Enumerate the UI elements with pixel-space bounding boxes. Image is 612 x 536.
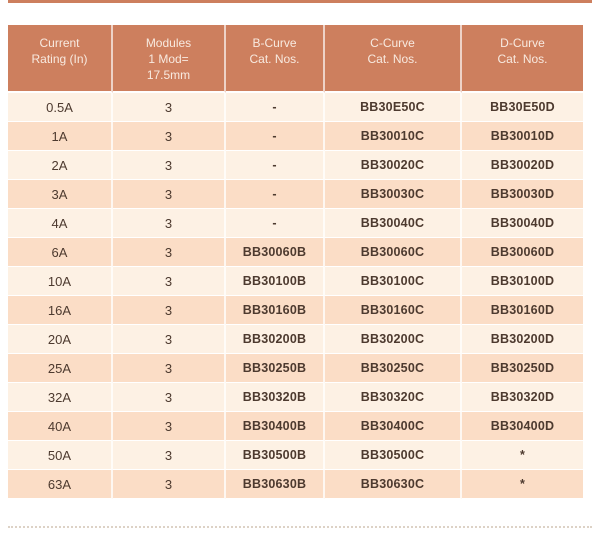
table-row: 6A 3 BB30060B BB30060C BB30060D bbox=[8, 238, 583, 268]
table-cell: 3 bbox=[113, 470, 226, 500]
table-row: 63A 3 BB30630B BB30630C * bbox=[8, 470, 583, 500]
table-cell: 63A bbox=[8, 470, 113, 500]
table-cell: BB30100B bbox=[226, 267, 325, 297]
table-cell: BB30630B bbox=[226, 470, 325, 500]
table-row: 50A 3 BB30500B BB30500C * bbox=[8, 441, 583, 471]
table-cell: BB30040C bbox=[325, 209, 462, 239]
table-cell: BB30100D bbox=[462, 267, 583, 297]
table-cell: BB30060C bbox=[325, 238, 462, 268]
table-cell: BB30400C bbox=[325, 412, 462, 442]
table-cell: BB30030D bbox=[462, 180, 583, 210]
table-cell: - bbox=[226, 93, 325, 123]
table-cell: 3A bbox=[8, 180, 113, 210]
table-cell: 3 bbox=[113, 93, 226, 123]
table-cell: BB30400D bbox=[462, 412, 583, 442]
table-row: 10A 3 BB30100B BB30100C BB30100D bbox=[8, 267, 583, 297]
table-cell: - bbox=[226, 151, 325, 181]
table-cell: 3 bbox=[113, 441, 226, 471]
table-cell: * bbox=[462, 441, 583, 471]
table-cell: BB30160D bbox=[462, 296, 583, 326]
table-cell: * bbox=[462, 470, 583, 500]
table-cell: 0.5A bbox=[8, 93, 113, 123]
table-cell: 10A bbox=[8, 267, 113, 297]
table-cell: BB30E50D bbox=[462, 93, 583, 123]
table-cell: 6A bbox=[8, 238, 113, 268]
table-cell: 32A bbox=[8, 383, 113, 413]
table-cell: BB30200C bbox=[325, 325, 462, 355]
table-cell: 3 bbox=[113, 412, 226, 442]
table-row: 2A 3- BB30020C BB30020D bbox=[8, 151, 583, 181]
table-cell: 3 bbox=[113, 383, 226, 413]
table-cell: - bbox=[226, 209, 325, 239]
table-cell: 50A bbox=[8, 441, 113, 471]
table-header: Current Rating (In) Modules 1 Mod= 17.5mm… bbox=[8, 25, 583, 94]
table-row: 32A 3 BB30320B BB30320C BB30320D bbox=[8, 383, 583, 413]
table-cell: 3 bbox=[113, 238, 226, 268]
table-cell: 3 bbox=[113, 354, 226, 384]
table-row: 25A 3 BB30250B BB30250C BB30250D bbox=[8, 354, 583, 384]
table-cell: BB30250C bbox=[325, 354, 462, 384]
column-header: B-Curve Cat. Nos. bbox=[226, 25, 325, 94]
table-cell: 3 bbox=[113, 325, 226, 355]
table-cell: 2A bbox=[8, 151, 113, 181]
table-cell: BB30160B bbox=[226, 296, 325, 326]
table-cell: 3 bbox=[113, 122, 226, 152]
table-cell: 25A bbox=[8, 354, 113, 384]
table-cell: 3 bbox=[113, 151, 226, 181]
table-cell: BB30160C bbox=[325, 296, 462, 326]
table-cell: BB30500C bbox=[325, 441, 462, 471]
table-cell: 3 bbox=[113, 267, 226, 297]
table-cell: 40A bbox=[8, 412, 113, 442]
table-cell: BB30630C bbox=[325, 470, 462, 500]
table-row: 0.5A 3- BB30E50C BB30E50D bbox=[8, 93, 583, 123]
catalog-numbers-table: Current Rating (In) Modules 1 Mod= 17.5mm… bbox=[8, 25, 583, 500]
table-row: 1A 3- BB30010C BB30010D bbox=[8, 122, 583, 152]
table-cell: BB30060D bbox=[462, 238, 583, 268]
table-cell: BB30500B bbox=[226, 441, 325, 471]
table-cell: BB30020D bbox=[462, 151, 583, 181]
table-cell: BB30320B bbox=[226, 383, 325, 413]
table-cell: BB30320C bbox=[325, 383, 462, 413]
column-header: Current Rating (In) bbox=[8, 25, 113, 94]
table-cell: - bbox=[226, 122, 325, 152]
column-header: D-Curve Cat. Nos. bbox=[462, 25, 583, 94]
table-cell: BB30250D bbox=[462, 354, 583, 384]
table-row: 20A 3 BB30200B BB30200C BB30200D bbox=[8, 325, 583, 355]
column-header: C-Curve Cat. Nos. bbox=[325, 25, 462, 94]
table-cell: BB30020C bbox=[325, 151, 462, 181]
table-body: 0.5A 3- BB30E50C BB30E50D 1A 3- BB30010C BB3001… bbox=[8, 93, 583, 500]
table-cell: BB30200D bbox=[462, 325, 583, 355]
top-rule bbox=[8, 0, 592, 3]
table-cell: 4A bbox=[8, 209, 113, 239]
bottom-dotted-rule bbox=[8, 526, 592, 528]
table-cell: BB30250B bbox=[226, 354, 325, 384]
table-cell: 3 bbox=[113, 209, 226, 239]
table-cell: BB30010C bbox=[325, 122, 462, 152]
table-row: 40A 3 BB30400B BB30400C BB30400D bbox=[8, 412, 583, 442]
table-cell: 3 bbox=[113, 296, 226, 326]
column-header: Modules 1 Mod= 17.5mm bbox=[113, 25, 226, 94]
table-cell: - bbox=[226, 180, 325, 210]
table-cell: BB30100C bbox=[325, 267, 462, 297]
table-cell: 3 bbox=[113, 180, 226, 210]
table-cell: BB30040D bbox=[462, 209, 583, 239]
table-cell: BB30320D bbox=[462, 383, 583, 413]
table-row: 3A 3- BB30030C BB30030D bbox=[8, 180, 583, 210]
table-row: 16A 3 BB30160B BB30160C BB30160D bbox=[8, 296, 583, 326]
table-cell: BB30400B bbox=[226, 412, 325, 442]
table-cell: BB30010D bbox=[462, 122, 583, 152]
table-cell: BB30E50C bbox=[325, 93, 462, 123]
table-row: 4A 3- BB30040C BB30040D bbox=[8, 209, 583, 239]
table-cell: BB30030C bbox=[325, 180, 462, 210]
table-cell: BB30060B bbox=[226, 238, 325, 268]
table-cell: 1A bbox=[8, 122, 113, 152]
table-cell: 16A bbox=[8, 296, 113, 326]
header-row: Current Rating (In) Modules 1 Mod= 17.5mm… bbox=[8, 25, 583, 94]
table-cell: 20A bbox=[8, 325, 113, 355]
table-cell: BB30200B bbox=[226, 325, 325, 355]
